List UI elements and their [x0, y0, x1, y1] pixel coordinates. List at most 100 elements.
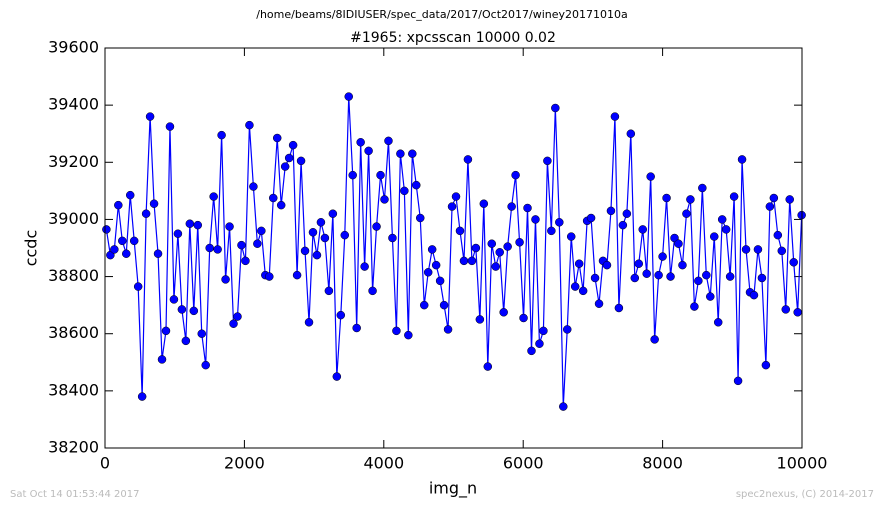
data-point [233, 312, 242, 321]
data-point [694, 276, 703, 286]
credit: spec2nexus, (C) 2014-2017 [736, 489, 874, 500]
data-point [145, 112, 155, 121]
data-point [717, 215, 727, 224]
data-point [400, 186, 409, 196]
data-point [674, 239, 683, 248]
data-point [487, 239, 497, 248]
data-point [272, 133, 282, 143]
data-point [122, 249, 131, 258]
data-point [388, 233, 397, 243]
x-tick-label: 0 [100, 454, 110, 473]
data-point [427, 245, 437, 254]
data-point [793, 308, 802, 317]
data-point [614, 303, 624, 313]
data-point [654, 270, 663, 280]
data-point [499, 308, 508, 317]
data-point [193, 220, 203, 230]
data-point [777, 246, 787, 256]
data-point [102, 225, 111, 234]
data-point [348, 170, 357, 180]
x-tick-label: 10000 [777, 454, 828, 473]
y-tick-label: 39600 [48, 38, 99, 57]
data-point [384, 136, 393, 146]
data-point [566, 232, 576, 241]
data-point [570, 282, 580, 291]
data-point [308, 228, 318, 237]
data-point [185, 219, 195, 228]
data-point [491, 262, 500, 271]
data-point [324, 286, 334, 296]
data-point [618, 220, 628, 230]
data-point [519, 313, 528, 323]
data-point [586, 213, 596, 223]
data-point [320, 233, 330, 243]
data-point [662, 193, 671, 203]
data-point [380, 195, 389, 204]
x-tick-label: 2000 [224, 454, 265, 473]
data-point [376, 170, 385, 180]
y-tick-label: 38800 [48, 266, 99, 285]
data-point [241, 256, 250, 266]
data-point [125, 190, 135, 200]
data-point [245, 120, 254, 130]
data-point [785, 195, 794, 204]
data-point [646, 172, 655, 181]
data-point [578, 286, 588, 296]
data-point [265, 272, 274, 281]
data-point [638, 225, 647, 234]
data-point [447, 202, 457, 211]
data-point [539, 326, 548, 336]
data-point [451, 192, 461, 201]
data-point [527, 346, 536, 356]
data-point [511, 170, 520, 180]
data-point [336, 310, 346, 320]
data-point [364, 146, 373, 156]
data-point [423, 268, 433, 277]
data-point [713, 318, 723, 327]
chart-title: #1965: xpcsscan 10000 0.02 [350, 30, 556, 46]
data-point [574, 259, 584, 268]
data-point [698, 183, 707, 193]
data-point [789, 258, 798, 267]
data-point [412, 180, 421, 190]
data-point [435, 276, 445, 286]
data-point [769, 193, 779, 203]
data-point [765, 202, 775, 211]
data-point [535, 339, 544, 348]
data-point [749, 290, 759, 300]
suptitle: /home/beams/8IDIUSER/spec_data/2017/Oct2… [256, 8, 628, 21]
data-point [217, 130, 226, 140]
data-point [133, 282, 143, 291]
data-point [209, 192, 218, 201]
data-point [666, 272, 675, 281]
data-point [169, 295, 179, 304]
data-point [475, 315, 485, 324]
data-point [153, 249, 163, 258]
data-point [372, 222, 381, 231]
data-point [404, 330, 413, 340]
x-tick-label: 4000 [363, 454, 404, 473]
data-point [284, 153, 294, 163]
data-point [197, 329, 206, 338]
x-tick-label: 6000 [503, 454, 544, 473]
data-point [249, 182, 258, 191]
data-point [328, 209, 338, 218]
data-point [149, 199, 159, 208]
data-point [392, 326, 401, 336]
data-point [280, 162, 290, 171]
data-point [682, 209, 691, 218]
data-point [463, 155, 473, 164]
data-point [507, 202, 516, 211]
data-point [515, 238, 524, 247]
data-point [610, 112, 620, 121]
y-tick-label: 39200 [48, 152, 99, 171]
timestamp: Sat Oct 14 01:53:44 2017 [10, 489, 140, 500]
data-point [141, 209, 151, 218]
plot-frame [104, 47, 803, 449]
data-point [181, 336, 191, 346]
data-point [773, 230, 783, 240]
data-point [495, 248, 504, 257]
data-point [729, 192, 739, 201]
